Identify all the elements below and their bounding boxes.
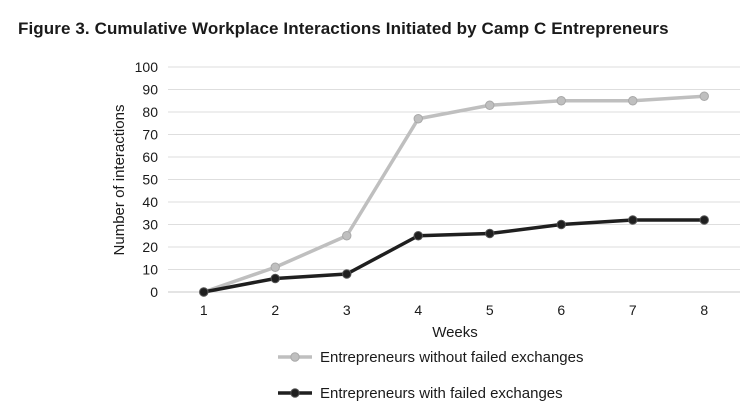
data-point	[485, 228, 495, 239]
x-tick-label: 8	[700, 302, 708, 318]
data-point	[699, 215, 709, 225]
data-point	[270, 262, 280, 272]
legend-swatch-marker	[290, 388, 300, 398]
y-tick-label: 50	[142, 172, 158, 188]
y-tick-label: 100	[135, 59, 159, 75]
y-tick-label: 60	[142, 149, 158, 165]
data-point	[556, 96, 566, 106]
x-tick-label: 5	[486, 302, 494, 318]
x-axis-ticks: 1 2 3 4 5 6 7 8	[200, 302, 709, 318]
y-tick-label: 30	[142, 217, 158, 233]
y-tick-label: 20	[142, 239, 158, 255]
y-tick-label: 90	[142, 82, 158, 98]
series-line	[203, 94, 705, 294]
legend-label: Entrepreneurs with failed exchanges	[320, 385, 563, 402]
chart-title: Figure 3. Cumulative Workplace Interacti…	[18, 19, 669, 38]
y-tick-label: 0	[150, 284, 158, 300]
series-lines	[203, 94, 705, 294]
x-tick-label: 7	[629, 302, 637, 318]
data-point	[413, 114, 423, 124]
data-point	[342, 269, 352, 279]
x-tick-label: 6	[557, 302, 565, 318]
y-axis-ticks: 0 10 20 30 40 50 60 70 80 90 100	[135, 59, 159, 300]
y-tick-label: 10	[142, 262, 158, 278]
y-tick-label: 70	[142, 127, 158, 143]
series-line	[203, 218, 705, 294]
x-tick-label: 1	[200, 302, 208, 318]
x-axis-title: Weeks	[432, 324, 478, 341]
data-point	[342, 231, 352, 241]
y-tick-label: 40	[142, 194, 158, 210]
data-point	[270, 273, 280, 284]
data-point	[199, 287, 209, 297]
data-point	[699, 91, 709, 101]
x-tick-label: 3	[343, 302, 351, 318]
legend: Entrepreneurs without failed exchanges En…	[278, 349, 584, 402]
legend-swatch-marker	[290, 352, 300, 362]
data-point	[485, 100, 495, 110]
series-points	[199, 91, 709, 297]
data-point	[628, 96, 638, 106]
x-tick-label: 4	[414, 302, 422, 318]
x-tick-label: 2	[271, 302, 279, 318]
y-tick-label: 80	[142, 104, 158, 120]
legend-label: Entrepreneurs without failed exchanges	[320, 349, 584, 366]
data-point	[628, 215, 638, 225]
y-axis-title: Number of interactions	[111, 105, 128, 256]
data-point	[556, 219, 566, 230]
data-point	[413, 231, 423, 241]
